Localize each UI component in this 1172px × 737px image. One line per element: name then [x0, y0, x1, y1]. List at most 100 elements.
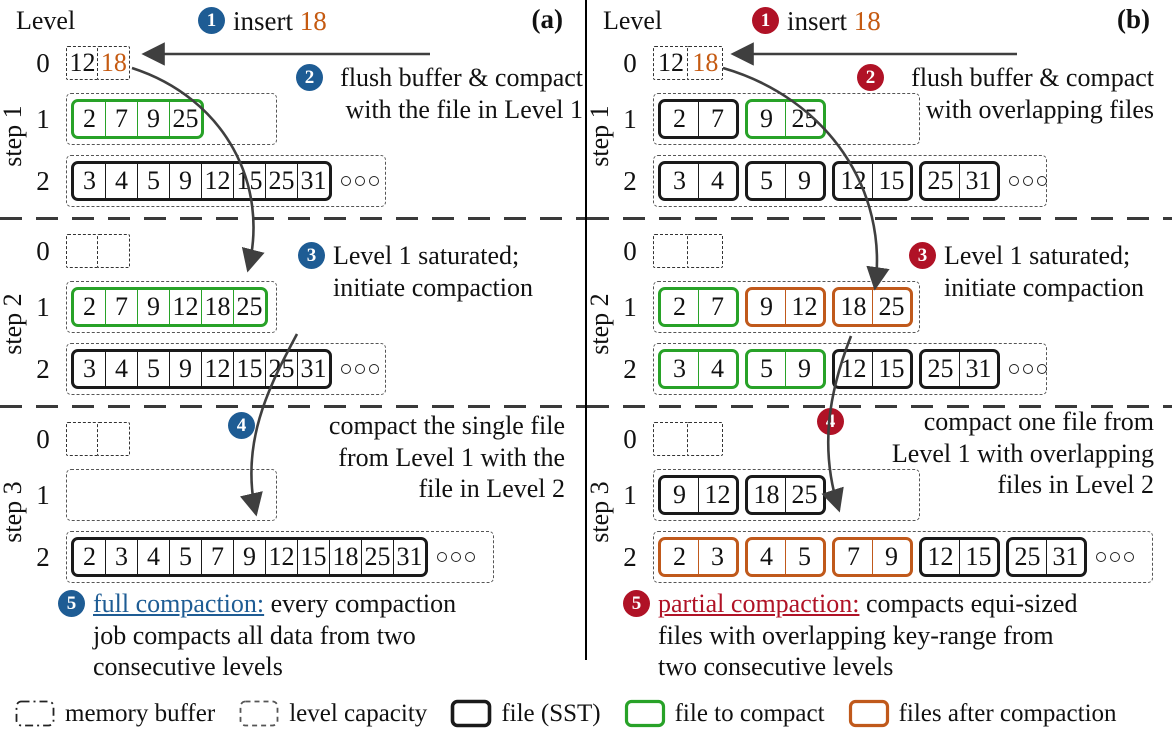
text-run: compacts equi-sized [859, 589, 1078, 618]
buffer-cell [653, 234, 689, 268]
file-cell: 9 [169, 352, 201, 386]
annotation-line: compact one file from [852, 406, 1154, 438]
file-cell: 25 [361, 540, 393, 574]
text-run: with overlapping files [925, 94, 1154, 124]
level-row: 0 12 18 [30, 40, 585, 86]
text-run: two consecutive levels [658, 652, 894, 682]
text-run: compact one file from [923, 407, 1154, 436]
legend-item-sst: file (SST) [450, 699, 601, 728]
buffer-cell: 18 [687, 46, 724, 80]
level-capacity-box: 3 4 5 9 12 15 25 31 [66, 155, 386, 207]
annotation-text: flush buffer & compact with overlapping f… [892, 62, 1154, 125]
step-badge: 5 [623, 590, 650, 617]
level-number: 0 [36, 423, 50, 454]
file-cell: 2 [673, 542, 686, 571]
dot [1124, 552, 1134, 562]
step-label: step 3 [585, 480, 614, 543]
step-label: step 1 [0, 104, 27, 167]
step-divider-line [587, 405, 1172, 408]
legend-label: memory buffer [65, 699, 216, 727]
annotation-line: full compaction: every compaction [93, 588, 456, 620]
file-cell: 3 [83, 166, 96, 195]
annotation-3: 3 Level 1 saturated; initiate compaction [298, 240, 533, 303]
memory-buffer [653, 234, 724, 268]
level-row: 2 3 4 5 9 12 15 25 31 [30, 340, 585, 398]
buffer-cell [97, 234, 131, 268]
file-cell: 15 [233, 352, 265, 386]
level-row: 2 3 4 5 9 12 15 25 31 [30, 152, 585, 210]
annotation-1: 1 insert 18 [752, 5, 881, 38]
text-run: Level 1 saturated; [944, 241, 1131, 270]
annotation-text: flush buffer & compact with the file in L… [331, 62, 583, 125]
level-number: 0 [623, 235, 637, 266]
file-sst: 25 31 [919, 349, 1000, 389]
text-run: 18 [299, 6, 327, 36]
legend-swatch-after [848, 699, 889, 728]
file-cell: 25 [169, 102, 201, 136]
file-cell: 25 [785, 478, 823, 512]
dot [1037, 364, 1047, 374]
step-badge: 2 [296, 64, 323, 91]
file-cell: 15 [959, 540, 997, 574]
buffer-cell [66, 422, 99, 456]
annotation-line: initiate compaction [333, 272, 533, 304]
file-cell: 9 [233, 540, 265, 574]
more-files-dots [1009, 176, 1047, 186]
file-cell: 3 [83, 354, 96, 383]
file-cell: 4 [698, 164, 736, 198]
file-cell: 12 [840, 354, 867, 383]
level-number: 2 [623, 353, 637, 384]
level-row: 1 2 7 9 12 18 25 [30, 278, 585, 336]
level-row: 0 [617, 228, 1172, 274]
annotation-1: 1 insert 18 [198, 5, 327, 38]
level-capacity-box: 2 7 9 12 18 25 [653, 281, 920, 333]
legend-swatch-sst [451, 699, 492, 728]
annotation-line: with the file in Level 1 [331, 94, 583, 126]
file-cell: 5 [137, 164, 169, 198]
step-label: step 3 [0, 480, 27, 543]
level-capacity-box: 2 3 4 5 7 9 12 15 25 31 [653, 531, 1153, 583]
panel-header: Level (b) [587, 0, 1172, 36]
annotation-line: compact the single file [263, 410, 565, 442]
file-compact: 2 7 9 12 18 25 [71, 287, 268, 327]
text-run: files in Level 2 [997, 470, 1154, 500]
file-cell: 2 [83, 104, 96, 133]
file-cell: 15 [297, 540, 329, 574]
file-sst: 25 31 [1006, 537, 1087, 577]
file-cell: 4 [760, 542, 773, 571]
file-cell: 18 [329, 540, 361, 574]
level-number: 1 [623, 291, 637, 322]
legend-label: files after compaction [898, 699, 1117, 727]
annotation-line: files with overlapping key-range from [658, 620, 1077, 652]
file-cell: 31 [297, 164, 329, 198]
legend-item-capacity: level capacity [238, 699, 427, 728]
step-badge: 2 [857, 64, 884, 91]
dot [1023, 364, 1033, 374]
level-column-header: Level [16, 6, 76, 35]
level-row: 0 [30, 228, 585, 274]
panel-divider [585, 0, 587, 660]
level-capacity-box: 9 12 18 25 [653, 469, 920, 521]
legend-swatch-capacity [239, 700, 279, 727]
file-after: 18 25 [832, 287, 913, 327]
file-cell: 7 [105, 102, 137, 136]
file-cell: 4 [105, 164, 137, 198]
level-capacity-box: 3 4 5 9 12 15 25 31 [66, 343, 386, 395]
legend-swatch-buffer [15, 700, 55, 727]
text-run: file in Level 2 [418, 474, 565, 504]
level-row: 2 3 4 5 9 12 15 25 31 [617, 152, 1172, 210]
text-run: Level 1 saturated; [333, 241, 520, 270]
dot [341, 176, 351, 186]
step-badge: 1 [198, 7, 225, 34]
level-capacity-box: 3 4 5 9 12 15 25 31 [653, 343, 1047, 395]
file-cell: 5 [760, 166, 773, 195]
panel-b-step-3: step 3 0 1 9 12 18 25 2 2 3 4 5 7 9 12 15 25 31 [585, 412, 1172, 590]
level-row: 2 3 4 5 9 12 15 25 31 [617, 340, 1172, 398]
file-cell: 31 [297, 352, 329, 386]
annotation-5: 5 full compaction: every compaction job co… [58, 588, 456, 683]
annotation-line: Level 1 with overlapping [852, 438, 1154, 470]
file-sst: 3 4 5 9 12 15 25 31 [71, 349, 332, 389]
annotation-line: partial compaction: compacts equi-sized [658, 588, 1077, 620]
